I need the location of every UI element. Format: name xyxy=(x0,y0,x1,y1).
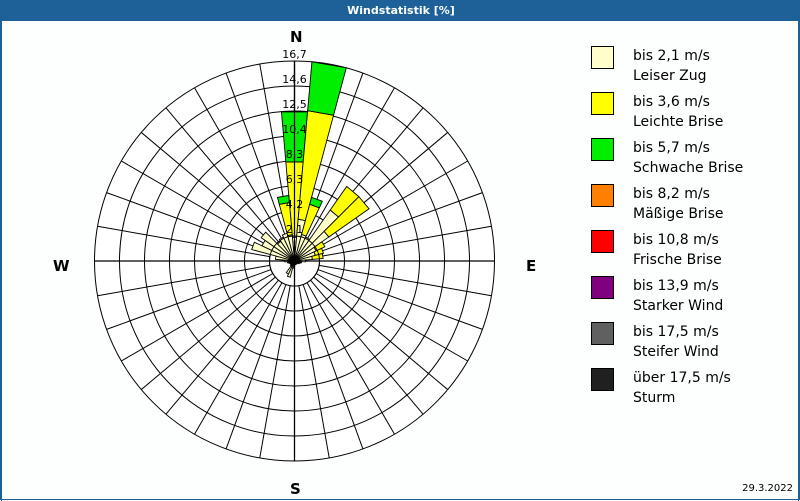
radial-gridline xyxy=(121,160,274,249)
legend-swatch xyxy=(591,276,614,299)
legend-item-maessige-brise: bis 8,2 m/s Mäßige Brise xyxy=(591,184,791,230)
ring-value-label: 16,7 xyxy=(282,48,307,61)
radial-gridline xyxy=(298,285,330,459)
ring-value-label: 6,3 xyxy=(286,173,304,186)
ring-value-label: 12,5 xyxy=(282,98,307,111)
radial-gridline xyxy=(313,276,449,390)
radial-gridline xyxy=(165,279,279,415)
legend-range: bis 17,5 m/s xyxy=(633,324,719,340)
legend-label: Mäßige Brise xyxy=(633,206,724,222)
legend-item-starker-wind: bis 13,9 m/s Starker Wind xyxy=(591,276,791,322)
compass-south-label: S xyxy=(290,480,301,498)
ring-value-label: 4,2 xyxy=(286,198,304,211)
radial-gridline xyxy=(306,282,395,435)
radial-gridline xyxy=(97,264,270,297)
radial-gridline xyxy=(106,192,272,253)
radial-gridline xyxy=(306,87,395,240)
legend-item-leichte-brise: bis 3,6 m/s Leichte Brise xyxy=(591,92,791,138)
radial-gridline xyxy=(165,107,279,243)
radial-gridline xyxy=(315,160,468,249)
legend-label: Sturm xyxy=(633,390,676,406)
radial-gridline xyxy=(121,273,274,362)
compass-west-label: W xyxy=(53,257,70,275)
radial-gridline xyxy=(194,87,283,240)
radial-gridline xyxy=(194,282,283,435)
radial-gridline xyxy=(259,285,291,459)
radial-gridline xyxy=(140,132,276,246)
wind-sector-bar xyxy=(309,196,323,209)
legend-swatch xyxy=(591,138,614,161)
ring-value-label: 8,3 xyxy=(286,148,304,161)
legend-range: bis 10,8 m/s xyxy=(633,232,719,248)
legend-label: Steifer Wind xyxy=(633,344,719,360)
frame-border-left xyxy=(1,21,2,501)
legend-swatch xyxy=(591,322,614,345)
legend-swatch xyxy=(591,184,614,207)
legend-label: Leichte Brise xyxy=(633,114,724,130)
radial-gridline xyxy=(106,269,272,330)
frame-border-right xyxy=(798,21,799,501)
legend-range: bis 3,6 m/s xyxy=(633,94,710,110)
legend-range: bis 8,2 m/s xyxy=(633,186,710,202)
ring-value-label: 2,1 xyxy=(286,223,304,236)
ring-value-label: 10,4 xyxy=(282,123,307,136)
wind-sector-bar xyxy=(276,194,290,205)
legend-item-schwache-brise: bis 5,7 m/s Schwache Brise xyxy=(591,138,791,184)
legend-label: Leiser Zug xyxy=(633,68,707,84)
radial-gridline xyxy=(310,279,424,415)
radial-gridline xyxy=(97,225,270,258)
legend-item-steifer-wind: bis 17,5 m/s Steifer Wind xyxy=(591,322,791,368)
radial-gridline xyxy=(319,225,492,258)
legend-range: bis 5,7 m/s xyxy=(633,140,710,156)
compass-north-label: N xyxy=(290,28,303,46)
legend-item-leiser-zug: bis 2,1 m/s Leiser Zug xyxy=(591,46,791,92)
legend-label: Frische Brise xyxy=(633,252,722,268)
compass-east-label: E xyxy=(526,257,537,275)
legend-range: über 17,5 m/s xyxy=(633,370,731,386)
wind-sector-bar xyxy=(307,61,347,116)
legend-swatch xyxy=(591,46,614,69)
radial-gridline xyxy=(317,192,483,253)
legend-range: bis 2,1 m/s xyxy=(633,48,710,64)
legend-swatch xyxy=(591,368,614,391)
legend-item-frische-brise: bis 10,8 m/s Frische Brise xyxy=(591,230,791,276)
date-label: 29.3.2022 xyxy=(742,483,793,494)
window-title: Windstatistik [%] xyxy=(1,1,800,21)
wind-sector-bar xyxy=(323,195,370,238)
radial-gridline xyxy=(225,72,287,238)
wind-sector-bar xyxy=(313,241,326,252)
legend-range: bis 13,9 m/s xyxy=(633,278,719,294)
radial-gridline xyxy=(302,284,364,450)
radial-gridline xyxy=(317,269,483,330)
legend-item-sturm: über 17,5 m/s Sturm xyxy=(591,368,791,414)
radial-gridline xyxy=(140,276,276,390)
radial-gridline xyxy=(315,273,468,362)
legend-swatch xyxy=(591,230,614,253)
legend-swatch xyxy=(591,92,614,115)
radial-gridline xyxy=(225,284,287,450)
legend-label: Schwache Brise xyxy=(633,160,744,176)
legend-label: Starker Wind xyxy=(633,298,724,314)
ring-value-label: 14,6 xyxy=(282,73,307,86)
radial-gridline xyxy=(319,264,492,297)
